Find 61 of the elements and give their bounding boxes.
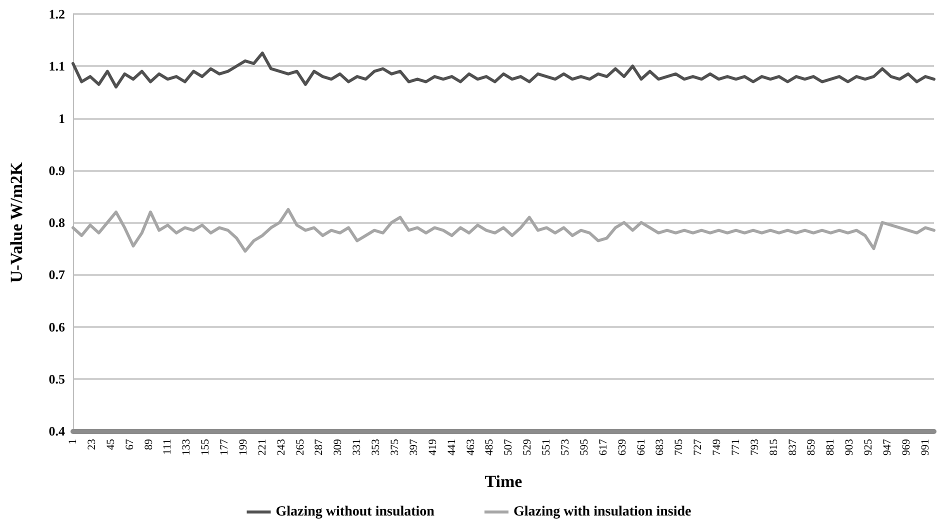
x-tick-label: 485 xyxy=(484,438,496,456)
x-tick-label: 573 xyxy=(559,438,572,456)
x-tick-label: 441 xyxy=(446,439,458,456)
x-tick-label: 177 xyxy=(218,438,231,456)
x-tick-label: 661 xyxy=(635,439,648,456)
x-tick-label: 793 xyxy=(748,438,761,456)
x-tick-label: 331 xyxy=(351,439,364,456)
x-tick-label: 463 xyxy=(464,438,477,456)
x-tick-label: 903 xyxy=(844,438,856,456)
x-tick-label: 397 xyxy=(408,438,420,456)
x-tick-label: 111 xyxy=(162,439,174,455)
x-tick-label: 265 xyxy=(294,438,306,456)
x-tick-label: 287 xyxy=(313,438,326,456)
x-tick-label: 595 xyxy=(578,438,590,456)
x-tick-label: 859 xyxy=(806,438,818,456)
x-tick-label: 67 xyxy=(124,438,136,450)
x-tick-label: 45 xyxy=(104,438,117,450)
x-tick-label: 243 xyxy=(275,438,288,456)
x-tick-label: 639 xyxy=(616,438,628,456)
x-tick-label: 155 xyxy=(200,438,212,456)
legend-label: Glazing without insulation xyxy=(276,504,435,520)
x-tick-label: 309 xyxy=(332,438,344,456)
x-tick-label: 199 xyxy=(237,438,250,456)
y-tick-label: 1 xyxy=(58,110,65,126)
x-tick-label: 551 xyxy=(540,439,553,456)
line-series xyxy=(72,52,936,88)
y-tick-label: 0.7 xyxy=(48,267,66,282)
x-tick-label: 771 xyxy=(730,439,742,456)
y-tick-label: 1.2 xyxy=(48,6,65,22)
x-tick-label: 419 xyxy=(426,438,439,456)
x-tick-label: 529 xyxy=(522,438,534,456)
x-tick-label: 375 xyxy=(389,438,402,456)
x-tick-label: 683 xyxy=(654,438,666,456)
y-tick-label: 0.9 xyxy=(48,162,66,178)
line-series xyxy=(72,208,936,253)
x-tick-label: 727 xyxy=(692,438,704,456)
x-tick-label: 23 xyxy=(86,438,98,450)
y-tick-label: 0.6 xyxy=(48,319,66,334)
x-tick-label: 353 xyxy=(370,438,382,456)
x-tick-label: 815 xyxy=(768,438,780,456)
x-tick-label: 507 xyxy=(502,438,515,456)
legend-label: Glazing with insulation inside xyxy=(513,504,692,520)
y-tick-label: 0.8 xyxy=(48,215,66,230)
x-tick-label: 991 xyxy=(919,439,932,456)
x-tick-label: 881 xyxy=(824,439,837,456)
x-tick-label: 89 xyxy=(142,438,155,450)
x-axis-title: Time xyxy=(484,472,523,491)
x-tick-label: 1 xyxy=(67,439,79,444)
x-tick-label: 925 xyxy=(862,438,875,456)
x-tick-label: 837 xyxy=(786,438,799,456)
x-tick-label: 969 xyxy=(900,438,912,456)
x-tick-label: 617 xyxy=(597,438,610,456)
y-tick-label: 0.4 xyxy=(48,424,66,438)
x-tick-label: 705 xyxy=(673,438,686,456)
x-tick-label: 947 xyxy=(882,438,894,456)
y-tick-label: 0.5 xyxy=(48,371,66,386)
x-tick-label: 221 xyxy=(256,439,268,456)
x-tick-label: 133 xyxy=(180,438,193,456)
x-tick-label: 749 xyxy=(711,438,724,456)
y-tick-label: 1.1 xyxy=(48,58,65,74)
y-axis-title: U-Value W/m2K xyxy=(7,162,26,283)
